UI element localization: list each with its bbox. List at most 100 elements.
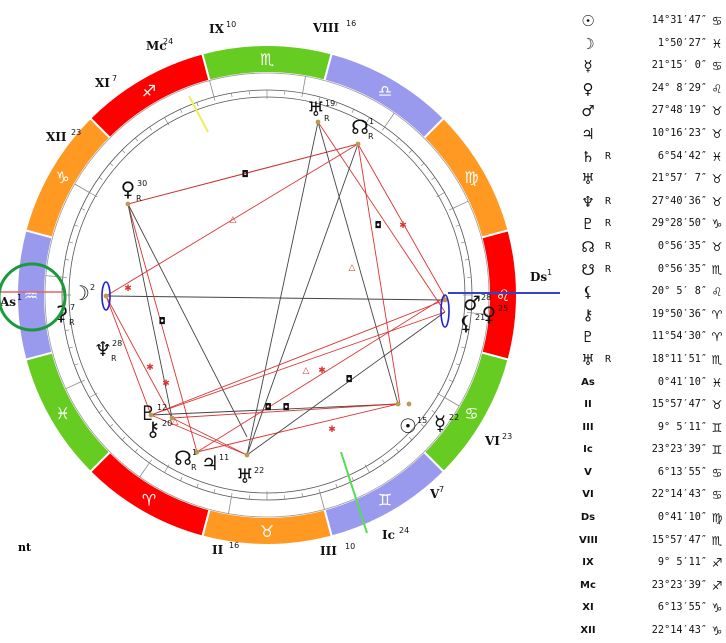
zodiac-sign-icon: ♈ — [142, 490, 156, 509]
position-value: 11°54′30″ — [617, 326, 707, 349]
planet-degree-label: 11 — [219, 453, 229, 462]
house-cusp-degree: 7 — [112, 74, 117, 83]
zodiac-sign-icon: ♏ — [260, 50, 274, 69]
position-value: 21°57′ 7″ — [617, 168, 707, 191]
inner-ring — [45, 73, 489, 517]
planet-glyph-icon: ♀ — [482, 302, 497, 326]
house-cusp-degree: 1 — [17, 293, 22, 302]
trine-aspect-icon: △ — [230, 215, 237, 225]
planet-degree-label: 7 — [70, 303, 75, 312]
planet-dot — [104, 294, 109, 299]
position-sign-icon: ♋ — [709, 462, 725, 485]
position-retrograde: R — [605, 236, 615, 259]
position-symbol: ⚸ — [579, 281, 597, 304]
house-cusp-name: As — [0, 295, 16, 309]
position-value: 29°28′50″ — [617, 213, 707, 236]
sextile-aspect-icon: ✱ — [318, 366, 326, 376]
house-cusp-degree: 23 — [71, 128, 81, 137]
position-symbol: II — [579, 394, 597, 417]
planet-retrograde-label: R — [324, 114, 330, 123]
trine-aspect-icon: △ — [303, 366, 310, 376]
position-value: 21°15′ 0″ — [617, 55, 707, 78]
position-sign-icon: ♋ — [709, 484, 725, 507]
position-value: 22°14′43″ — [617, 484, 707, 507]
house-cusp-degree: 10 — [226, 20, 236, 29]
position-row: ☿21°15′ 0″♋ — [577, 55, 723, 78]
position-symbol: ☉ — [579, 10, 597, 33]
planet-glyph-icon: ☊ — [351, 115, 369, 139]
house-cusp-name: III — [320, 544, 337, 558]
planet-glyph-icon: ♆ — [94, 337, 112, 361]
sextile-aspect-icon: ✱ — [162, 379, 170, 389]
square-aspect-icon: ◘ — [345, 375, 352, 385]
planet-degree-label: 1 — [192, 448, 197, 457]
planet-glyph-icon: ☿ — [434, 411, 446, 435]
position-row: ⚷19°50′36″♈ — [577, 304, 723, 327]
position-symbol: ☊ — [579, 236, 597, 259]
position-value: 10°16′23″ — [617, 123, 707, 146]
position-symbol: ☋ — [579, 259, 597, 282]
position-value: 24° 8′29″ — [617, 78, 707, 101]
position-sign-icon: ♑ — [709, 620, 725, 643]
planet-glyph-icon: ♅ — [236, 464, 254, 488]
zodiac-sign-icon: ♌ — [496, 286, 510, 305]
planet-glyph-icon: ☽ — [72, 281, 90, 305]
position-value: 23°23′39″ — [617, 575, 707, 598]
position-sign-icon: ♓ — [709, 372, 725, 395]
zodiac-sign-icon: ♎ — [378, 82, 392, 101]
planet-degree-label: 20 — [162, 419, 172, 428]
position-symbol: ♄ — [579, 146, 597, 169]
position-retrograde: R — [605, 213, 615, 236]
position-sign-icon: ♈ — [709, 304, 725, 327]
position-symbol: III — [579, 417, 597, 440]
planet-retrograde-label: R — [191, 463, 197, 472]
position-sign-icon: ♈ — [709, 326, 725, 349]
sextile-aspect-icon: ✱ — [328, 425, 336, 435]
position-value: 23°23′39″ — [617, 439, 707, 462]
position-row: ♃10°16′23″♉ — [577, 123, 723, 146]
position-symbol: ♅ — [579, 349, 597, 372]
planet-glyph-icon: ☉ — [399, 414, 417, 438]
zodiac-sign-icon: ♓ — [55, 404, 69, 423]
zodiac-sign-icon: ♒ — [24, 286, 38, 305]
position-sign-icon: ♑ — [709, 597, 725, 620]
position-value: 18°11′51″ — [617, 349, 707, 372]
position-sign-icon: ♉ — [709, 236, 725, 259]
position-value: 14°31′47″ — [617, 10, 707, 33]
planet-retrograde-label: R — [69, 318, 75, 327]
house-cusp-name: Ds — [530, 270, 547, 284]
zodiac-sign-icon: ♑ — [55, 168, 69, 187]
position-value: 20° 5′ 8″ — [617, 281, 707, 304]
planet-degree-label: 19 — [325, 99, 335, 108]
position-sign-icon: ♉ — [709, 191, 725, 214]
position-sign-icon: ♏ — [709, 259, 725, 282]
planet-degree-label: 22 — [449, 413, 459, 422]
position-sign-icon: ♊ — [709, 417, 725, 440]
position-retrograde: R — [605, 259, 615, 282]
planet-dot — [396, 402, 401, 407]
square-aspect-icon: ◘ — [241, 170, 248, 180]
position-symbol: ♆ — [579, 191, 597, 214]
zodiac-sign-icon: ♋ — [464, 404, 478, 423]
position-value: 6°13′55″ — [617, 597, 707, 620]
position-sign-icon: ♉ — [709, 394, 725, 417]
position-symbol: ♀ — [579, 78, 597, 101]
planet-degree-label: 12 — [157, 403, 167, 412]
planet-retrograde-label: R — [136, 194, 142, 203]
